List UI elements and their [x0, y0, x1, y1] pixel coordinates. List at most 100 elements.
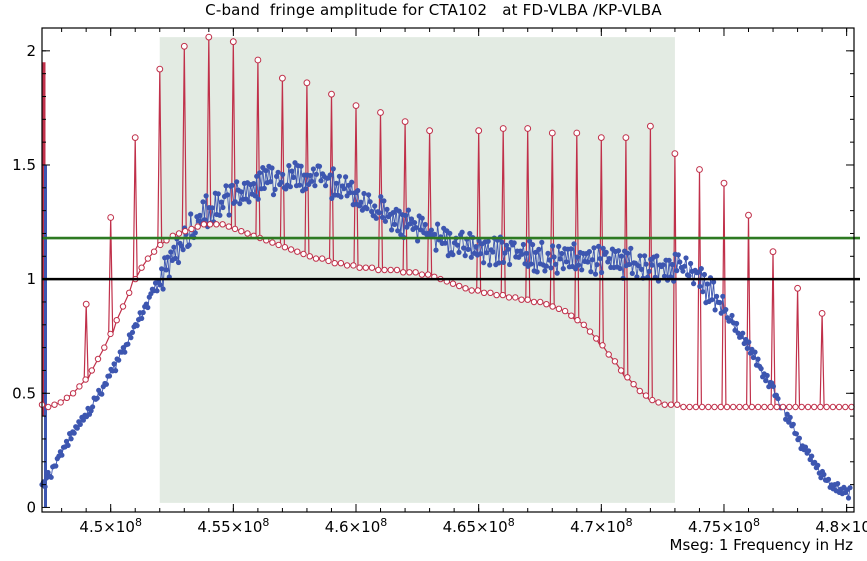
spike-point: [745, 211, 752, 219]
y-tick-label: 0.5: [12, 384, 36, 402]
series-red-point: [742, 403, 749, 411]
series-blue-point: [257, 170, 263, 176]
series-blue-point: [278, 179, 284, 185]
series-blue-point: [431, 231, 438, 237]
spike-point: [475, 127, 483, 135]
series-blue-point: [758, 366, 764, 372]
series-blue-point: [500, 259, 507, 265]
series-blue-point: [349, 179, 355, 185]
series-blue-point: [496, 260, 502, 266]
series-blue-point: [626, 261, 632, 267]
series-blue-point: [467, 230, 473, 237]
series-red-point: [792, 403, 799, 411]
series-blue-point: [485, 238, 491, 244]
plot-frame: [41, 27, 855, 513]
series-red-point: [119, 303, 127, 310]
spike-point: [622, 134, 630, 142]
series-red-point: [804, 403, 812, 411]
series-blue-point: [666, 257, 672, 263]
series-blue-point: [586, 249, 593, 255]
series-red-point: [568, 312, 575, 319]
series-blue-point: [140, 309, 146, 316]
series-red-point: [580, 321, 587, 328]
spike-point: [352, 102, 360, 109]
series-blue-point: [592, 271, 599, 277]
series-blue-point: [125, 341, 131, 347]
series-blue-point: [382, 218, 388, 224]
series-blue-point: [548, 265, 554, 271]
series-blue-point: [556, 243, 562, 249]
series-blue-point: [511, 240, 517, 246]
series-red-point: [200, 221, 208, 228]
series-blue-point: [714, 293, 720, 299]
series-blue-point: [527, 238, 533, 244]
series-blue-point: [63, 438, 70, 444]
series-blue-point: [200, 199, 206, 205]
series-blue-point: [309, 178, 315, 184]
series-blue-point: [412, 220, 418, 226]
series-red-point: [549, 303, 556, 310]
series-blue-point: [267, 179, 274, 185]
series-blue-point: [263, 168, 269, 174]
series-blue-point: [433, 247, 439, 253]
series-blue-point: [303, 186, 309, 192]
series-red-point: [238, 228, 245, 235]
series-red-point: [649, 396, 656, 404]
series-blue-point: [740, 330, 746, 336]
series-red-point: [182, 228, 189, 235]
series-red-point: [624, 374, 631, 381]
series-red-point: [244, 230, 251, 237]
series-blue-point: [338, 194, 344, 200]
series-red-point: [356, 264, 363, 271]
series-blue-point: [454, 242, 461, 248]
series-blue-point: [539, 239, 545, 245]
series-blue-point: [88, 408, 94, 414]
series-red-point: [480, 289, 488, 296]
series-blue-point: [543, 263, 550, 269]
series-blue-point: [766, 384, 772, 390]
series-blue-point: [175, 259, 182, 266]
series-blue-point: [251, 181, 257, 187]
series-blue-point: [330, 166, 336, 172]
series-blue-point: [134, 323, 140, 329]
series-red-point: [817, 403, 824, 411]
series-blue-point: [568, 246, 574, 252]
series-red-point: [811, 403, 818, 411]
spike-point: [180, 42, 188, 50]
y-tick-label: 2: [26, 42, 36, 60]
series-blue-point: [94, 395, 100, 401]
series-blue-point: [129, 329, 136, 335]
series-red-point: [138, 264, 145, 271]
series-blue-point: [232, 199, 238, 205]
series-blue-point: [280, 171, 286, 178]
series-blue-point: [252, 193, 258, 199]
series-red-point: [499, 291, 506, 299]
series-blue-point: [723, 307, 729, 313]
spike-point: [597, 134, 605, 142]
series-red-point: [406, 269, 413, 276]
series-blue-point: [674, 268, 680, 274]
series-red-point: [281, 244, 289, 251]
series-red-point: [636, 387, 643, 395]
series-red-point: [512, 294, 519, 301]
series-blue-point: [254, 173, 260, 179]
series-blue-point: [42, 484, 48, 490]
series-red-point: [362, 264, 369, 271]
series-blue-point: [77, 421, 83, 427]
series-red-point: [387, 266, 394, 274]
series-blue-point: [269, 165, 275, 171]
series-red-point: [275, 241, 282, 249]
series-blue-point: [815, 462, 821, 468]
series-blue-point: [145, 304, 151, 311]
series-blue-point: [579, 267, 585, 273]
series-red-point: [375, 266, 382, 274]
spike-point: [818, 310, 826, 317]
series-red-point: [213, 221, 220, 228]
series-red-point: [736, 403, 743, 411]
series-red-point: [661, 401, 668, 408]
series-blue-point: [845, 495, 852, 501]
series-blue-point: [48, 474, 54, 480]
series-blue-point: [408, 216, 415, 222]
x-tick-label: 4.7×108: [570, 516, 633, 536]
